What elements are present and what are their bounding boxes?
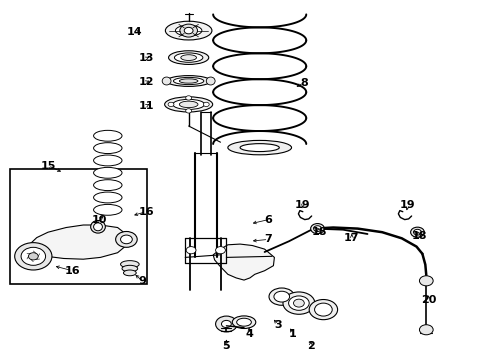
Circle shape bbox=[116, 231, 137, 247]
Circle shape bbox=[203, 102, 209, 107]
Ellipse shape bbox=[94, 130, 122, 141]
Text: 16: 16 bbox=[65, 266, 80, 276]
Ellipse shape bbox=[179, 101, 198, 108]
Circle shape bbox=[21, 247, 46, 265]
Ellipse shape bbox=[91, 220, 105, 233]
Text: 20: 20 bbox=[421, 294, 437, 305]
Ellipse shape bbox=[314, 226, 321, 231]
Circle shape bbox=[216, 247, 225, 254]
Text: 15: 15 bbox=[40, 161, 56, 171]
Circle shape bbox=[28, 253, 38, 260]
Ellipse shape bbox=[315, 303, 332, 316]
Text: 1: 1 bbox=[289, 329, 297, 339]
Ellipse shape bbox=[94, 167, 122, 178]
Circle shape bbox=[419, 276, 433, 286]
Ellipse shape bbox=[309, 300, 338, 320]
Ellipse shape bbox=[172, 99, 205, 109]
Text: 18: 18 bbox=[312, 227, 327, 237]
Circle shape bbox=[184, 27, 193, 34]
Text: 2: 2 bbox=[307, 341, 315, 351]
Ellipse shape bbox=[411, 227, 424, 237]
Ellipse shape bbox=[121, 261, 139, 268]
Text: 13: 13 bbox=[138, 53, 154, 63]
Ellipse shape bbox=[123, 270, 136, 276]
Text: 10: 10 bbox=[91, 215, 107, 225]
Ellipse shape bbox=[94, 143, 122, 154]
Ellipse shape bbox=[181, 55, 196, 60]
Ellipse shape bbox=[167, 76, 211, 86]
Ellipse shape bbox=[240, 144, 279, 152]
Text: 4: 4 bbox=[246, 329, 254, 339]
Text: 18: 18 bbox=[411, 231, 427, 241]
Circle shape bbox=[216, 316, 237, 332]
Text: 16: 16 bbox=[138, 207, 154, 217]
Ellipse shape bbox=[414, 229, 421, 235]
Bar bbox=[10, 169, 147, 284]
Text: 9: 9 bbox=[138, 276, 146, 286]
Ellipse shape bbox=[206, 77, 215, 85]
Ellipse shape bbox=[179, 79, 198, 83]
Ellipse shape bbox=[122, 265, 138, 272]
Ellipse shape bbox=[175, 25, 202, 36]
Ellipse shape bbox=[283, 292, 315, 314]
Circle shape bbox=[221, 320, 231, 328]
Text: 8: 8 bbox=[300, 78, 308, 88]
Ellipse shape bbox=[311, 224, 324, 234]
Ellipse shape bbox=[237, 318, 251, 326]
Text: 17: 17 bbox=[344, 233, 360, 243]
Circle shape bbox=[186, 96, 192, 100]
Ellipse shape bbox=[162, 77, 171, 85]
Circle shape bbox=[15, 243, 52, 270]
Text: 14: 14 bbox=[127, 27, 143, 37]
Ellipse shape bbox=[174, 53, 203, 62]
Ellipse shape bbox=[94, 223, 102, 231]
Ellipse shape bbox=[232, 316, 256, 328]
Ellipse shape bbox=[294, 299, 304, 307]
Circle shape bbox=[186, 109, 192, 113]
Polygon shape bbox=[28, 225, 127, 259]
Ellipse shape bbox=[94, 204, 122, 215]
Ellipse shape bbox=[173, 77, 204, 85]
Ellipse shape bbox=[94, 155, 122, 166]
Ellipse shape bbox=[165, 97, 213, 112]
Text: 3: 3 bbox=[274, 320, 282, 330]
Ellipse shape bbox=[269, 288, 294, 305]
Text: 19: 19 bbox=[295, 200, 311, 210]
Circle shape bbox=[168, 102, 174, 107]
Text: 6: 6 bbox=[265, 215, 272, 225]
Text: 11: 11 bbox=[138, 101, 154, 111]
Circle shape bbox=[186, 247, 196, 254]
Ellipse shape bbox=[274, 291, 290, 302]
Ellipse shape bbox=[169, 51, 209, 64]
Text: 7: 7 bbox=[265, 234, 272, 244]
Ellipse shape bbox=[228, 140, 292, 155]
Polygon shape bbox=[213, 244, 274, 280]
Ellipse shape bbox=[94, 192, 122, 203]
Text: 19: 19 bbox=[400, 200, 416, 210]
Text: 12: 12 bbox=[138, 77, 154, 87]
Circle shape bbox=[180, 24, 197, 37]
Circle shape bbox=[121, 235, 132, 244]
Text: 5: 5 bbox=[222, 341, 230, 351]
Ellipse shape bbox=[289, 296, 309, 310]
Ellipse shape bbox=[94, 180, 122, 190]
Ellipse shape bbox=[166, 21, 212, 40]
Circle shape bbox=[419, 325, 433, 335]
